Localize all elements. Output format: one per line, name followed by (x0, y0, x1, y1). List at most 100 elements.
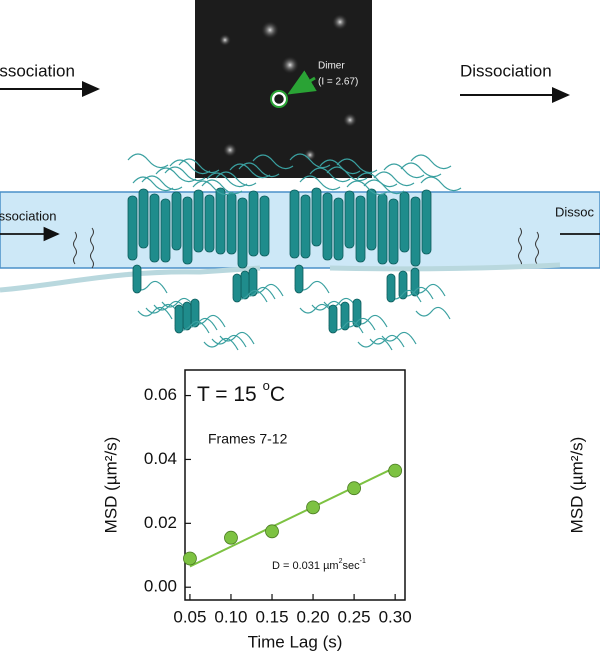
helix (289, 189, 300, 259)
helix (421, 189, 432, 255)
association-label: Association (0, 61, 75, 80)
helix (132, 264, 142, 294)
loop (141, 175, 183, 191)
membrane (0, 191, 600, 269)
loop (357, 337, 393, 351)
helix (329, 262, 561, 272)
data-point (224, 530, 238, 545)
loop (238, 162, 280, 178)
y-tick-label: 0.00 (144, 577, 177, 596)
loop (252, 154, 294, 170)
helix (355, 195, 366, 263)
loop (410, 154, 452, 170)
loop (169, 159, 211, 175)
protein (127, 153, 462, 351)
helix (149, 193, 160, 263)
dimer-label: Dimer (318, 61, 345, 72)
loop (319, 159, 361, 175)
loop (381, 331, 417, 345)
loop (363, 179, 405, 195)
annotation: D = 0.031 µm2sec-1 (272, 558, 366, 572)
helix (311, 187, 322, 247)
loop (127, 153, 169, 169)
helix (388, 198, 399, 265)
helix (377, 193, 388, 265)
helix (226, 192, 237, 255)
data-point (183, 551, 197, 566)
data-point (347, 481, 362, 496)
loop (336, 158, 378, 174)
x-tick-label: 0.30 (379, 607, 412, 626)
association-band-label: Association (0, 208, 56, 223)
loop (400, 162, 442, 178)
helix (127, 195, 138, 261)
helix (215, 187, 226, 255)
chart-subtitle: Frames 7-12 (208, 431, 288, 447)
x-tick-label: 0.05 (173, 607, 206, 626)
plot-frame (184, 369, 406, 601)
helix (160, 198, 171, 263)
helix (399, 191, 410, 253)
helix (333, 197, 344, 261)
helix (410, 196, 421, 267)
loop (323, 297, 359, 311)
loop (206, 172, 248, 188)
data-point (306, 500, 320, 515)
y-tick-label: 0.06 (144, 385, 177, 404)
helix (193, 189, 204, 253)
x-tick-label: 0.15 (255, 607, 288, 626)
helix (174, 304, 184, 334)
y-tick-label: 0.02 (144, 513, 177, 532)
loop (137, 306, 173, 320)
loop (203, 337, 239, 351)
data-point (388, 463, 403, 478)
x-tick-label: 0.10 (214, 607, 247, 626)
helix (248, 190, 259, 257)
lipids (73, 227, 539, 269)
helix (138, 188, 149, 249)
fit-line (189, 466, 396, 568)
chart-title: T = 15 oC (197, 378, 285, 405)
dissociation-band-label: Dissoc (555, 204, 595, 219)
helix (344, 190, 355, 249)
loop (299, 175, 341, 191)
helix (259, 195, 270, 257)
x-axis-label: Time Lag (s) (248, 632, 343, 651)
loop (420, 176, 462, 192)
loop (201, 179, 243, 195)
loop (326, 166, 368, 182)
helix (322, 192, 333, 261)
loop (192, 180, 234, 196)
helix (232, 273, 242, 303)
helix (204, 194, 215, 253)
loop (309, 167, 351, 183)
x-tick-label: 0.20 (297, 607, 330, 626)
right-y-axis-label: MSD (µm²/s) (567, 437, 586, 534)
helix (182, 196, 193, 265)
loop (299, 303, 335, 317)
loop (311, 300, 347, 314)
loop (215, 171, 257, 187)
loop (415, 306, 451, 320)
loop (155, 167, 197, 183)
y-tick-label: 0.04 (144, 449, 177, 468)
helix (0, 265, 261, 293)
helix (300, 194, 311, 259)
dimer-intensity: (I = 2.67) (318, 77, 358, 88)
helix (328, 304, 338, 334)
loop (356, 172, 398, 188)
loop (346, 180, 388, 196)
helix (366, 188, 377, 251)
loop (132, 176, 174, 192)
helix (294, 264, 304, 294)
loop (383, 163, 425, 179)
loop (369, 334, 405, 348)
helix (171, 191, 182, 251)
loop (178, 158, 220, 174)
data-point (265, 524, 279, 539)
microscope-image (195, 0, 372, 178)
helix (386, 273, 396, 303)
y-axis-label: MSD (µm²/s) (101, 437, 120, 534)
